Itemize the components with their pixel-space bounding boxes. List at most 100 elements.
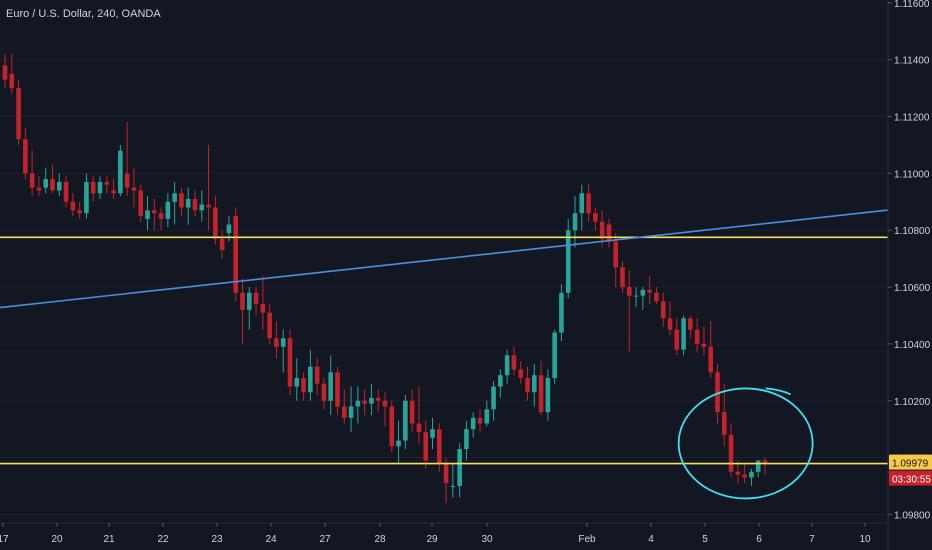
candle-body: [226, 224, 232, 234]
candle-body: [328, 372, 334, 401]
candle: [491, 380, 496, 421]
candle: [762, 457, 768, 475]
candle: [43, 167, 49, 194]
candle-body: [375, 397, 381, 401]
candle: [206, 144, 211, 231]
candle-body: [219, 238, 225, 251]
candle: [77, 201, 82, 219]
candle-body: [77, 210, 82, 214]
countdown-box: [889, 470, 932, 486]
countdown-label: 03:30:55: [892, 475, 931, 486]
candle-body: [647, 289, 652, 293]
candle-body: [185, 198, 191, 208]
candle-body: [355, 400, 361, 407]
candle-body: [633, 295, 639, 297]
candle: [586, 184, 591, 222]
candle-body: [450, 486, 456, 488]
candle: [56, 173, 62, 197]
candle: [314, 358, 320, 396]
time-tick-label: 10: [859, 534, 871, 545]
candle: [430, 417, 435, 450]
candle-body: [84, 181, 89, 214]
candle-body: [538, 375, 544, 413]
candle: [749, 468, 754, 487]
candle-body: [192, 198, 198, 211]
candle-body: [511, 355, 517, 370]
candle: [518, 360, 524, 384]
candle: [90, 176, 96, 202]
price-tick-label: 1.10200: [894, 397, 931, 408]
candle-body: [50, 179, 55, 191]
candle-body: [63, 181, 69, 202]
candle: [572, 196, 578, 248]
candle: [552, 329, 557, 384]
candle: [477, 409, 483, 433]
candle-body: [36, 187, 42, 191]
candle-body: [443, 463, 449, 484]
candle-body: [688, 318, 693, 330]
candle: [538, 360, 544, 415]
candle-body: [287, 338, 293, 387]
candle-body: [409, 400, 415, 424]
candle: [545, 369, 551, 421]
candle: [131, 167, 137, 208]
candle: [667, 301, 673, 336]
candle: [531, 363, 537, 407]
candle: [436, 423, 442, 472]
candle: [660, 292, 666, 327]
candle: [708, 321, 714, 379]
candle: [199, 190, 205, 222]
time-tick-label: 17: [0, 534, 9, 545]
candle: [674, 318, 680, 356]
candle: [240, 278, 245, 344]
candle-body: [308, 366, 313, 393]
candle: [260, 275, 266, 330]
candle-body: [348, 406, 354, 418]
candle: [179, 187, 184, 217]
candle: [192, 190, 198, 217]
candle: [559, 284, 564, 342]
candle-body: [260, 304, 266, 313]
candle: [145, 196, 150, 231]
candle: [375, 389, 381, 413]
candle: [2, 54, 8, 89]
candle: [457, 443, 462, 498]
time-tick-label: 29: [426, 534, 438, 545]
candle: [63, 176, 69, 208]
price-tick-label: 1.10800: [894, 226, 931, 237]
candle-body: [403, 400, 408, 441]
time-tick-label: 20: [51, 534, 63, 545]
candle-body: [124, 173, 130, 188]
candle-body: [56, 181, 62, 191]
candle: [213, 196, 218, 245]
candle: [593, 207, 598, 231]
candle: [246, 287, 252, 330]
candle-body: [341, 406, 347, 418]
annotation-circle: [677, 387, 814, 500]
candle-body: [599, 221, 605, 239]
candle-body: [335, 372, 340, 407]
candle-body: [97, 181, 103, 194]
candle: [525, 366, 530, 401]
candle-body: [294, 378, 300, 387]
candle: [640, 287, 646, 310]
candle: [124, 122, 130, 197]
current-price-label: 1.09979: [892, 459, 929, 470]
price-tick-label: 1.11000: [894, 169, 930, 180]
price-tick-label: 1.11200: [894, 113, 930, 124]
candle-body: [572, 213, 578, 231]
candle-body: [29, 173, 35, 188]
time-tick-label: 21: [103, 534, 115, 545]
candle: [328, 355, 334, 415]
candle-body: [423, 432, 429, 461]
candle-body: [396, 440, 401, 447]
time-tick-label: 4: [648, 534, 654, 545]
time-tick-label: Feb: [578, 534, 596, 545]
candle: [694, 318, 700, 353]
candle-body: [477, 417, 483, 424]
candle: [647, 275, 652, 305]
candle: [267, 304, 272, 344]
candle: [362, 389, 367, 415]
candle: [396, 420, 401, 464]
